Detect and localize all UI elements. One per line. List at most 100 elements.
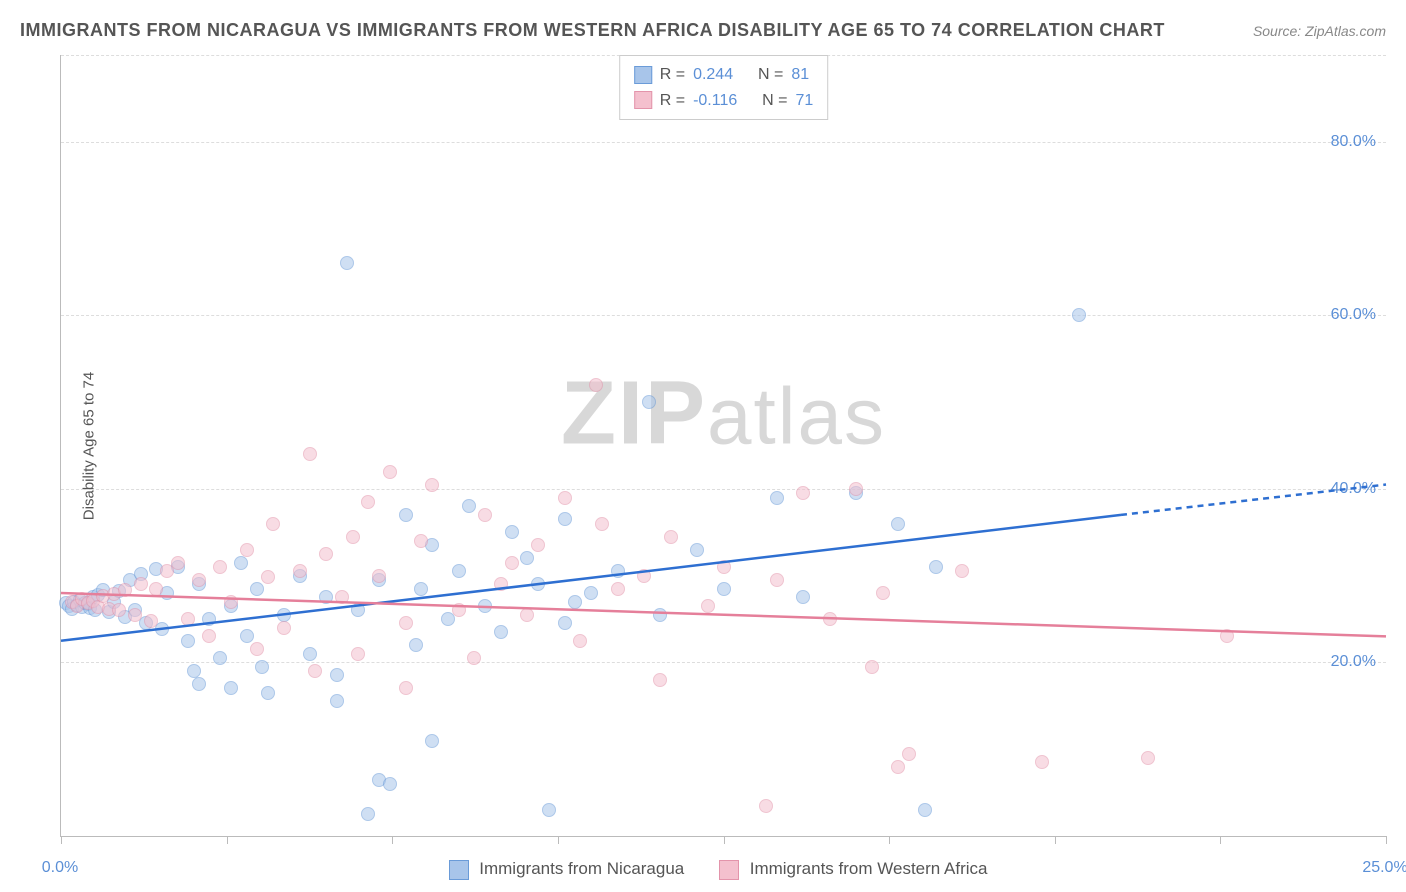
r-label: R =: [660, 62, 685, 88]
scatter-point-western_africa: [266, 517, 280, 531]
scatter-point-nicaragua: [181, 634, 195, 648]
correlation-legend: R = 0.244 N = 81 R = -0.116 N = 71: [619, 55, 829, 120]
gridline: [61, 489, 1386, 490]
scatter-point-western_africa: [452, 603, 466, 617]
scatter-point-western_africa: [213, 560, 227, 574]
scatter-point-western_africa: [112, 603, 126, 617]
x-tick: [724, 836, 725, 844]
scatter-point-western_africa: [520, 608, 534, 622]
scatter-point-western_africa: [823, 612, 837, 626]
scatter-point-western_africa: [361, 495, 375, 509]
scatter-point-nicaragua: [192, 677, 206, 691]
trendline-western_africa: [61, 593, 1386, 636]
scatter-point-western_africa: [293, 564, 307, 578]
scatter-point-nicaragua: [1072, 308, 1086, 322]
scatter-point-nicaragua: [520, 551, 534, 565]
source-name: ZipAtlas.com: [1305, 23, 1386, 39]
scatter-point-nicaragua: [409, 638, 423, 652]
scatter-point-nicaragua: [255, 660, 269, 674]
scatter-point-western_africa: [467, 651, 481, 665]
scatter-point-nicaragua: [558, 616, 572, 630]
scatter-point-western_africa: [876, 586, 890, 600]
scatter-point-western_africa: [1035, 755, 1049, 769]
chart-title: IMMIGRANTS FROM NICARAGUA VS IMMIGRANTS …: [20, 20, 1165, 41]
scatter-point-western_africa: [134, 577, 148, 591]
scatter-point-western_africa: [891, 760, 905, 774]
scatter-point-nicaragua: [187, 664, 201, 678]
scatter-point-nicaragua: [642, 395, 656, 409]
scatter-point-western_africa: [181, 612, 195, 626]
x-tick: [61, 836, 62, 844]
scatter-point-nicaragua: [568, 595, 582, 609]
scatter-point-nicaragua: [224, 681, 238, 695]
scatter-point-western_africa: [558, 491, 572, 505]
scatter-point-western_africa: [372, 569, 386, 583]
scatter-point-nicaragua: [918, 803, 932, 817]
scatter-point-western_africa: [1220, 629, 1234, 643]
watermark-zip: ZIP: [561, 364, 707, 464]
scatter-point-western_africa: [399, 616, 413, 630]
x-tick: [1220, 836, 1221, 844]
scatter-point-nicaragua: [891, 517, 905, 531]
scatter-point-western_africa: [383, 465, 397, 479]
n-label: N =: [758, 62, 783, 88]
scatter-point-western_africa: [701, 599, 715, 613]
scatter-point-nicaragua: [452, 564, 466, 578]
scatter-point-western_africa: [717, 560, 731, 574]
scatter-point-western_africa: [414, 534, 428, 548]
scatter-point-western_africa: [118, 583, 132, 597]
scatter-point-western_africa: [144, 614, 158, 628]
x-tick: [392, 836, 393, 844]
y-tick-label: 20.0%: [1331, 653, 1376, 671]
source-attribution: Source: ZipAtlas.com: [1253, 23, 1386, 39]
legend-row-wafrica: R = -0.116 N = 71: [634, 88, 814, 114]
r-value-nicaragua: 0.244: [693, 62, 733, 88]
y-tick-label: 40.0%: [1331, 480, 1376, 498]
scatter-point-western_africa: [653, 673, 667, 687]
scatter-point-western_africa: [192, 573, 206, 587]
scatter-point-western_africa: [240, 543, 254, 557]
scatter-point-nicaragua: [611, 564, 625, 578]
scatter-point-nicaragua: [717, 582, 731, 596]
scatter-point-western_africa: [171, 556, 185, 570]
legend-label-wafrica: Immigrants from Western Africa: [750, 859, 988, 878]
legend-row-nicaragua: R = 0.244 N = 81: [634, 62, 814, 88]
x-tick: [227, 836, 228, 844]
scatter-point-nicaragua: [425, 734, 439, 748]
scatter-point-nicaragua: [531, 577, 545, 591]
n-value-nicaragua: 81: [791, 62, 809, 88]
scatter-point-western_africa: [589, 378, 603, 392]
scatter-point-nicaragua: [462, 499, 476, 513]
scatter-point-western_africa: [319, 547, 333, 561]
scatter-point-nicaragua: [330, 694, 344, 708]
scatter-point-western_africa: [303, 447, 317, 461]
scatter-point-nicaragua: [213, 651, 227, 665]
scatter-point-western_africa: [573, 634, 587, 648]
scatter-point-nicaragua: [383, 777, 397, 791]
scatter-point-western_africa: [796, 486, 810, 500]
r-value-wafrica: -0.116: [693, 88, 737, 114]
swatch-nicaragua: [634, 66, 652, 84]
scatter-point-nicaragua: [690, 543, 704, 557]
scatter-point-western_africa: [849, 482, 863, 496]
title-bar: IMMIGRANTS FROM NICARAGUA VS IMMIGRANTS …: [20, 20, 1386, 41]
gridline: [61, 315, 1386, 316]
scatter-point-western_africa: [1141, 751, 1155, 765]
scatter-point-nicaragua: [558, 512, 572, 526]
swatch-wafrica-bottom: [719, 860, 739, 880]
scatter-point-western_africa: [346, 530, 360, 544]
scatter-point-nicaragua: [478, 599, 492, 613]
n-label: N =: [762, 88, 787, 114]
scatter-point-nicaragua: [303, 647, 317, 661]
scatter-point-western_africa: [531, 538, 545, 552]
watermark-atlas: atlas: [707, 372, 886, 461]
scatter-point-western_africa: [277, 621, 291, 635]
n-value-wafrica: 71: [795, 88, 813, 114]
scatter-point-nicaragua: [399, 508, 413, 522]
scatter-point-western_africa: [261, 570, 275, 584]
scatter-point-nicaragua: [653, 608, 667, 622]
scatter-point-nicaragua: [505, 525, 519, 539]
source-label: Source:: [1253, 23, 1305, 39]
x-tick: [1055, 836, 1056, 844]
r-label: R =: [660, 88, 685, 114]
